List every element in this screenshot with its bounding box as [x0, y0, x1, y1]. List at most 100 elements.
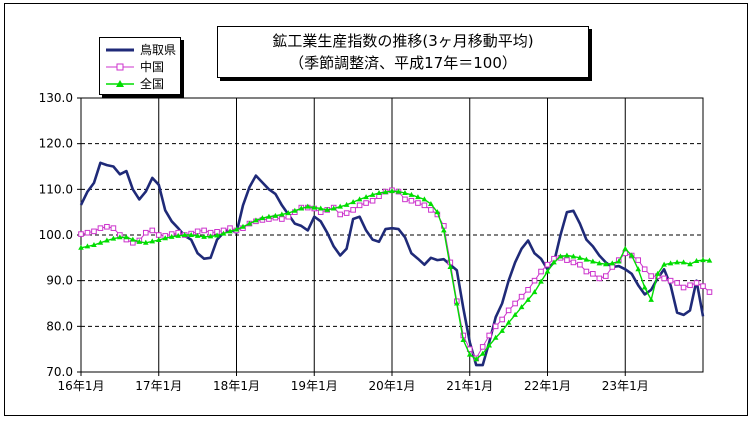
point-chugoku	[369, 197, 376, 204]
point-national	[635, 266, 642, 272]
point-national	[499, 327, 505, 333]
point-national	[188, 232, 194, 237]
point-chugoku	[667, 277, 674, 284]
y-tick-label: 90.0	[46, 274, 73, 288]
point-national	[641, 284, 648, 290]
point-chugoku	[492, 323, 499, 330]
x-tick-label: 16年1月	[58, 379, 105, 393]
point-chugoku	[402, 196, 408, 203]
point-national	[168, 233, 175, 239]
point-national	[330, 205, 337, 211]
point-national	[570, 253, 577, 259]
point-chugoku	[661, 275, 667, 282]
point-chugoku	[538, 268, 544, 275]
point-national	[389, 188, 395, 194]
point-chugoku	[641, 266, 648, 273]
point-chugoku	[350, 207, 356, 213]
point-national	[525, 296, 531, 302]
point-chugoku	[648, 273, 654, 279]
point-national	[505, 319, 512, 325]
point-chugoku	[700, 283, 706, 289]
point-national	[214, 232, 220, 238]
point-chugoku	[577, 261, 583, 268]
point-national	[266, 213, 272, 219]
point-national	[130, 236, 136, 242]
point-national	[551, 259, 557, 265]
point-national	[460, 337, 467, 343]
point-national	[343, 201, 350, 207]
point-chugoku	[408, 197, 415, 204]
point-national	[110, 235, 117, 241]
y-tick-label: 130.0	[39, 91, 73, 105]
point-chugoku	[680, 284, 687, 291]
point-national	[155, 237, 162, 243]
point-national	[538, 278, 544, 284]
point-national	[117, 234, 123, 240]
point-chugoku	[609, 264, 616, 270]
point-national	[408, 191, 415, 197]
point-national	[272, 212, 279, 218]
point-chugoku	[84, 229, 91, 236]
point-chugoku	[564, 257, 570, 263]
point-national	[447, 263, 454, 269]
series-layer	[78, 161, 713, 367]
point-national	[253, 217, 259, 223]
x-tick-label: 17年1月	[135, 379, 182, 393]
legend-item-chugoku: 中国	[104, 60, 164, 74]
legend-item-tottori: 鳥取県	[104, 43, 176, 57]
chart-frame: 130.0 120.0 110.0 100.0 90.0 80.0 70.0 16年1月 17年…	[4, 3, 748, 416]
point-chugoku	[142, 229, 149, 236]
point-national	[220, 230, 227, 236]
point-national	[292, 207, 298, 213]
point-national	[428, 200, 434, 206]
point-national	[421, 196, 428, 202]
point-chugoku	[531, 277, 538, 284]
point-national	[207, 233, 214, 239]
point-national	[693, 258, 700, 264]
point-national	[136, 238, 143, 244]
point-national	[583, 256, 590, 262]
x-tick-label: 21年1月	[446, 379, 493, 393]
point-chugoku	[363, 200, 369, 206]
point-national	[518, 304, 525, 310]
y-tick-label: 70.0	[46, 365, 73, 379]
point-national	[259, 215, 266, 221]
legend-label-national: 全国	[140, 77, 165, 91]
point-chugoku	[635, 257, 642, 263]
x-tick-label: 20年1月	[369, 379, 416, 393]
point-chugoku	[544, 261, 551, 268]
y-tick-label: 120.0	[39, 137, 73, 151]
point-national	[531, 289, 538, 295]
point-national	[311, 204, 318, 210]
point-chugoku	[317, 209, 324, 215]
legend-item-national: 全国	[104, 77, 164, 91]
point-national	[434, 209, 441, 215]
y-tick-label: 80.0	[46, 319, 73, 333]
point-national	[356, 196, 363, 202]
point-chugoku	[78, 231, 84, 237]
point-chugoku	[91, 228, 97, 235]
point-chugoku	[525, 287, 531, 293]
point-chugoku	[499, 316, 505, 323]
point-national	[564, 252, 570, 258]
legend-swatch-national	[106, 80, 134, 87]
legend-swatch-tottori	[106, 48, 134, 52]
point-chugoku	[155, 232, 162, 238]
point-national	[557, 253, 564, 259]
chart-title-box: 鉱工業生産指数の推移(3ヶ月移動平均) （季節調整済、平成17年＝100）	[217, 26, 589, 78]
point-national	[674, 259, 680, 265]
chart-title: 鉱工業生産指数の推移(3ヶ月移動平均)	[272, 32, 534, 50]
point-chugoku	[421, 202, 428, 209]
legend-label-tottori: 鳥取県	[140, 43, 177, 57]
point-chugoku	[590, 271, 596, 277]
point-national	[544, 268, 551, 274]
point-national	[415, 194, 421, 200]
point-chugoku	[279, 216, 285, 222]
point-national	[78, 244, 84, 250]
point-national	[194, 232, 201, 238]
x-tick-label: 19年1月	[291, 379, 338, 393]
point-national	[382, 189, 389, 195]
point-national	[363, 194, 369, 200]
point-national	[104, 237, 110, 243]
point-national	[622, 245, 629, 251]
